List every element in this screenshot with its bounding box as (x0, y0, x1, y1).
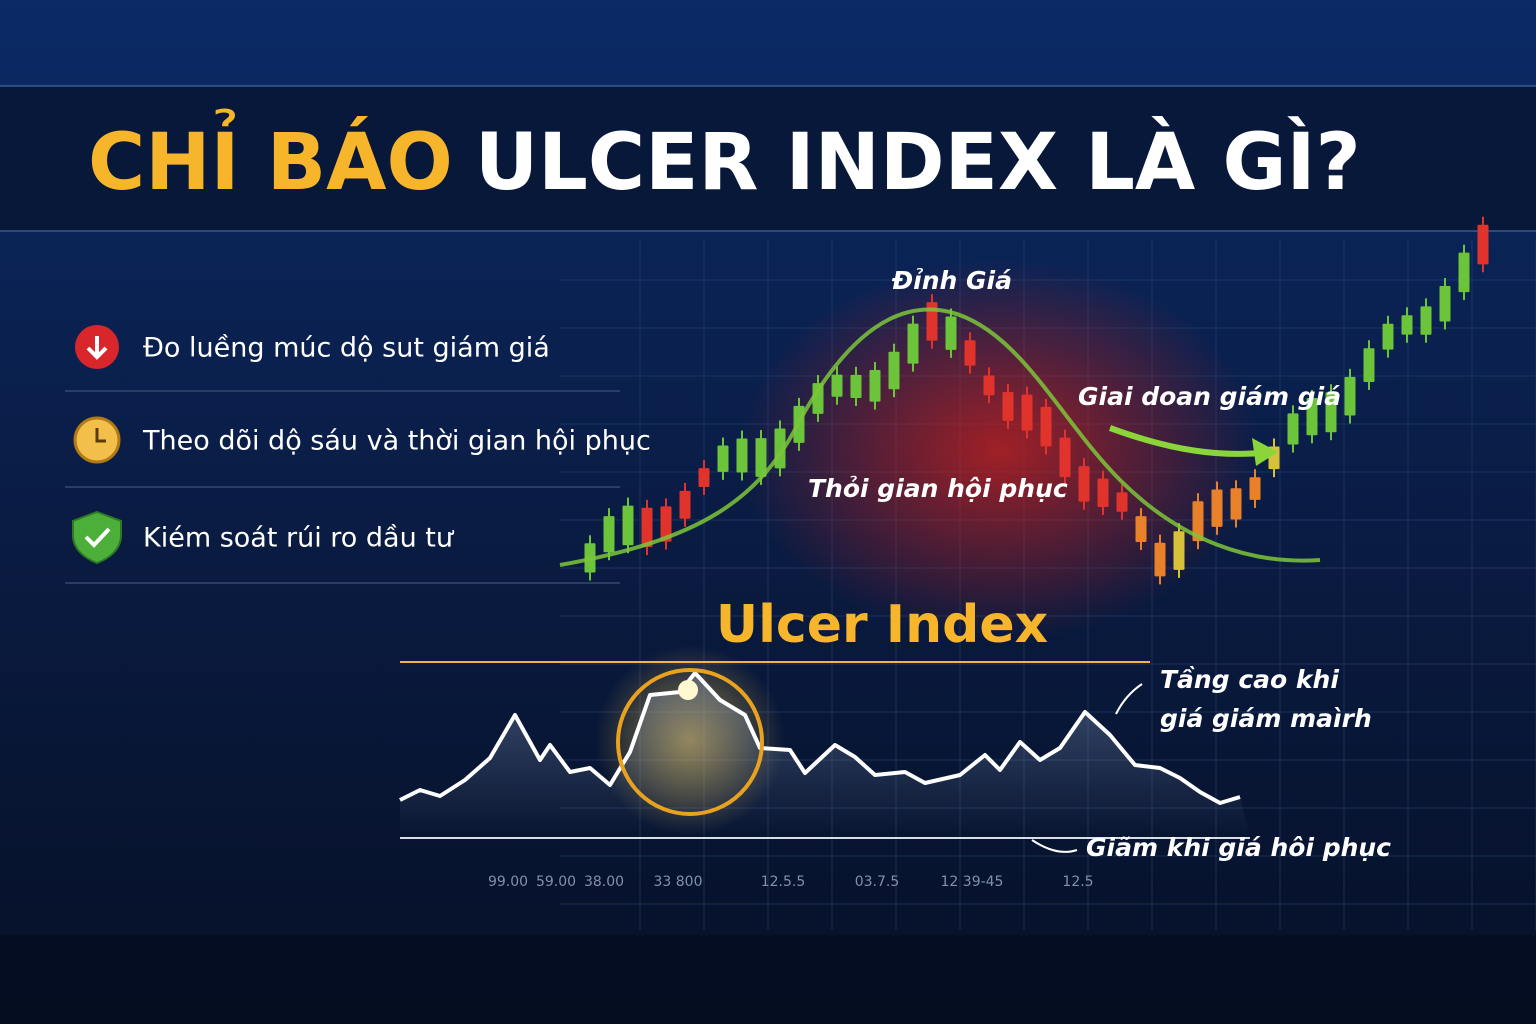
bullet-text: Kiém soát rúi ro dầu tư (143, 523, 455, 554)
candle-body (1059, 437, 1071, 478)
rise-note: giá giám maìrh (1160, 704, 1372, 733)
candle-body (1135, 516, 1147, 542)
candle-body (983, 375, 995, 396)
candle-body (1325, 392, 1337, 433)
axis-label: 38.00 (584, 874, 624, 890)
candle-body (1078, 466, 1090, 502)
candle-body (1230, 488, 1242, 520)
candle-body (1211, 489, 1223, 527)
arrow-head (1252, 438, 1278, 466)
indicator-title: Ulcer Index (716, 595, 1048, 655)
icon-hands (95, 428, 106, 443)
trend-curve (559, 307, 1321, 567)
candle-body (1154, 542, 1166, 577)
candle-body (736, 438, 748, 473)
candle-body (1192, 501, 1204, 542)
footer-band (0, 935, 1536, 1024)
candle-body (1344, 376, 1356, 416)
candle-body (1382, 323, 1394, 350)
indicator-line (399, 671, 1241, 805)
candle-body (888, 351, 900, 390)
highlight-ring (616, 668, 764, 816)
bullet-list: Đo luềng múc dộ sut giám giá Theo dõi dộ… (65, 325, 651, 584)
red-glow (740, 260, 1260, 640)
fall-note: Giãm khi giá hôi phục (1086, 833, 1391, 862)
icon-shield (72, 510, 122, 565)
axis-labels: 99.00 59.00 38.00 33 800 12.5.5 03.7.5 1… (488, 874, 1094, 890)
icon-check (84, 527, 111, 548)
rise-note: Tầng cao khi (1160, 665, 1339, 694)
candle-body (1002, 392, 1014, 421)
note-arrow (1115, 683, 1143, 715)
axis-label: 59.00 (536, 874, 576, 890)
candle-body (1477, 224, 1489, 265)
candle-body (1021, 394, 1033, 431)
axis-label: 03.7.5 (855, 874, 900, 890)
candle-body (1401, 315, 1413, 335)
candle-body (660, 506, 672, 542)
candle-body (1306, 397, 1318, 436)
candle-body (1363, 348, 1375, 382)
candle-body (1040, 406, 1052, 447)
bullet-text: Đo luềng múc dộ sut giám giá (143, 333, 550, 364)
axis-label: 12 39-45 (941, 874, 1004, 890)
candle-body (698, 468, 710, 487)
candle-body (1249, 477, 1261, 500)
decline-label: Giai doan giám giá (1078, 382, 1341, 411)
candle-body (831, 374, 843, 397)
candle-body (945, 316, 957, 350)
title-band (0, 86, 1536, 232)
candle-body (869, 370, 881, 402)
candle-body (1287, 413, 1299, 445)
peak-label: Đỉnh Giá (891, 266, 1012, 295)
candle-body (603, 516, 615, 553)
title: CHỈ BÁO ULCER INDEX LÀ GÌ? (88, 108, 1361, 208)
axis-label: 99.00 (488, 874, 528, 890)
axis-label: 12.5.5 (761, 874, 806, 890)
axis-label: 33 800 (654, 874, 703, 890)
candle-body (1420, 306, 1432, 335)
candle-body (1458, 252, 1470, 293)
candle-body (1439, 286, 1451, 322)
candle-body (964, 340, 976, 366)
axis-label: 12.5 (1062, 874, 1093, 890)
note-arrow (1031, 839, 1078, 853)
arrow (1108, 425, 1271, 457)
icon-arrow (86, 336, 108, 360)
candle-body (755, 438, 767, 477)
sparkle (678, 680, 698, 700)
recovery-label: Thỏi gian hội phục (808, 474, 1068, 503)
candle-body (1116, 492, 1128, 512)
candle-body (717, 445, 729, 472)
candle-body (641, 507, 653, 548)
candles (584, 216, 1489, 585)
candle-body (907, 323, 919, 364)
candle-body (926, 302, 938, 341)
candle-body (679, 490, 691, 519)
bullet-text: Theo dõi dộ sáu và thời gian hội phục (142, 426, 651, 457)
candle-body (1097, 478, 1109, 507)
candle-body (850, 374, 862, 398)
candle-body (1173, 531, 1185, 570)
candle-body (622, 505, 634, 546)
